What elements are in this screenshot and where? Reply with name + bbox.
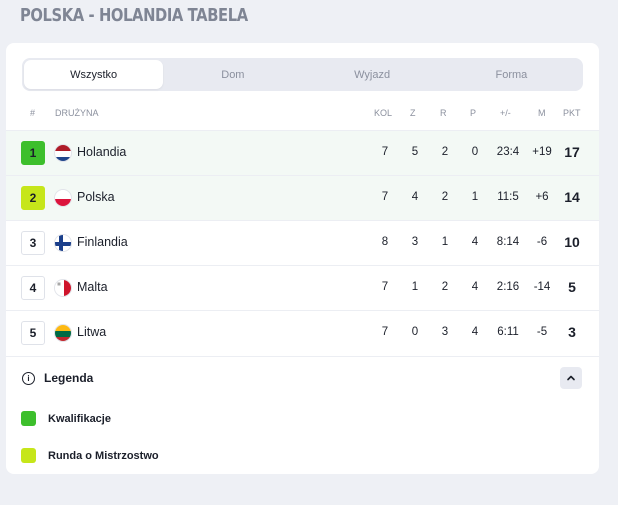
- lost-value: 4: [471, 236, 479, 248]
- diff-value: +6: [535, 191, 549, 203]
- won-value: 3: [411, 236, 419, 248]
- team-name[interactable]: Finlandia: [77, 235, 128, 249]
- diff-value: -5: [536, 326, 548, 338]
- points-value: 3: [568, 324, 576, 340]
- legend-label: Kwalifikacje: [48, 413, 111, 425]
- standings-rows: 1 Holandia 7 5 2 0 23:4 +19 17 2 Polska …: [6, 130, 599, 355]
- rank-badge: 1: [21, 141, 45, 165]
- legend-swatch-qualification: [21, 411, 36, 426]
- diff-value: -6: [536, 236, 548, 248]
- legend-header[interactable]: i Legenda: [6, 356, 599, 398]
- played-value: 7: [381, 191, 389, 203]
- goals-value: 8:14: [496, 236, 520, 248]
- table-row[interactable]: 4 Malta 7 1 2 4 2:16 -14 5: [6, 265, 599, 310]
- rank-badge: 3: [21, 231, 45, 255]
- col-drawn: R: [440, 108, 447, 118]
- points-value: 17: [564, 144, 580, 160]
- drawn-value: 3: [441, 326, 449, 338]
- played-value: 7: [381, 281, 389, 293]
- col-lost: P: [470, 108, 477, 118]
- drawn-value: 1: [441, 236, 449, 248]
- table-row[interactable]: 2 Polska 7 4 2 1 11:5 +6 14: [6, 175, 599, 220]
- played-value: 7: [381, 146, 389, 158]
- diff-value: +19: [532, 146, 552, 158]
- played-value: 7: [381, 326, 389, 338]
- tab-home[interactable]: Dom: [221, 68, 245, 81]
- won-value: 1: [411, 281, 419, 293]
- diff-value: -14: [533, 281, 551, 293]
- tab-away[interactable]: Wyjazd: [354, 68, 391, 81]
- col-diff: M: [538, 108, 546, 118]
- filter-tabs: Wszystko Dom Wyjazd Forma: [22, 58, 583, 91]
- table-row[interactable]: 1 Holandia 7 5 2 0 23:4 +19 17: [6, 130, 599, 175]
- col-goals: +/-: [500, 108, 511, 118]
- standings-card: Wszystko Dom Wyjazd Forma # DRUŻYNA KOL …: [6, 43, 599, 474]
- col-team: DRUŻYNA: [55, 108, 99, 118]
- rank-badge: 5: [21, 321, 45, 345]
- points-value: 5: [568, 279, 576, 295]
- chevron-up-icon: [567, 375, 575, 381]
- won-value: 0: [411, 326, 419, 338]
- team-name[interactable]: Malta: [77, 280, 108, 294]
- lost-value: 4: [471, 281, 479, 293]
- poland-flag-icon: [54, 189, 72, 207]
- rank-badge: 2: [21, 186, 45, 210]
- won-value: 5: [411, 146, 419, 158]
- legend-title: Legenda: [44, 371, 94, 385]
- col-played: KOL: [374, 108, 393, 118]
- lithuania-flag-icon: [54, 324, 72, 342]
- drawn-value: 2: [441, 146, 449, 158]
- rank-badge: 4: [21, 276, 45, 300]
- goals-value: 6:11: [497, 326, 519, 338]
- page-title: POLSKA - HOLANDIA TABELA: [20, 5, 248, 26]
- legend-swatch-championship: [21, 448, 36, 463]
- col-won: Z: [410, 108, 416, 118]
- won-value: 4: [411, 191, 419, 203]
- info-icon: i: [22, 372, 35, 385]
- drawn-value: 2: [441, 191, 449, 203]
- lost-value: 0: [471, 146, 479, 158]
- table-row[interactable]: 5 Litwa 7 0 3 4 6:11 -5 3: [6, 310, 599, 355]
- points-value: 10: [564, 234, 580, 250]
- team-name[interactable]: Polska: [77, 190, 115, 204]
- team-name[interactable]: Litwa: [77, 325, 107, 339]
- team-name[interactable]: Holandia: [77, 145, 127, 159]
- lost-value: 4: [471, 326, 479, 338]
- netherlands-flag-icon: [54, 144, 72, 162]
- goals-value: 23:4: [496, 146, 520, 158]
- tab-all[interactable]: Wszystko: [24, 60, 164, 89]
- tab-form[interactable]: Forma: [495, 68, 528, 81]
- col-points: PKT: [563, 108, 581, 118]
- goals-value: 2:16: [496, 281, 520, 293]
- played-value: 8: [381, 236, 389, 248]
- collapse-legend-button[interactable]: [560, 367, 582, 389]
- table-row[interactable]: 3 Finlandia 8 3 1 4 8:14 -6 10: [6, 220, 599, 265]
- points-value: 14: [564, 189, 580, 205]
- legend-label: Runda o Mistrzostwo: [48, 450, 159, 462]
- lost-value: 1: [471, 191, 479, 203]
- goals-value: 11:5: [497, 191, 519, 203]
- malta-flag-icon: [54, 279, 72, 297]
- drawn-value: 2: [441, 281, 449, 293]
- col-rank: #: [30, 108, 36, 118]
- table-header: # DRUŻYNA KOL Z R P +/- M PKT: [6, 101, 599, 127]
- finland-flag-icon: [54, 234, 72, 252]
